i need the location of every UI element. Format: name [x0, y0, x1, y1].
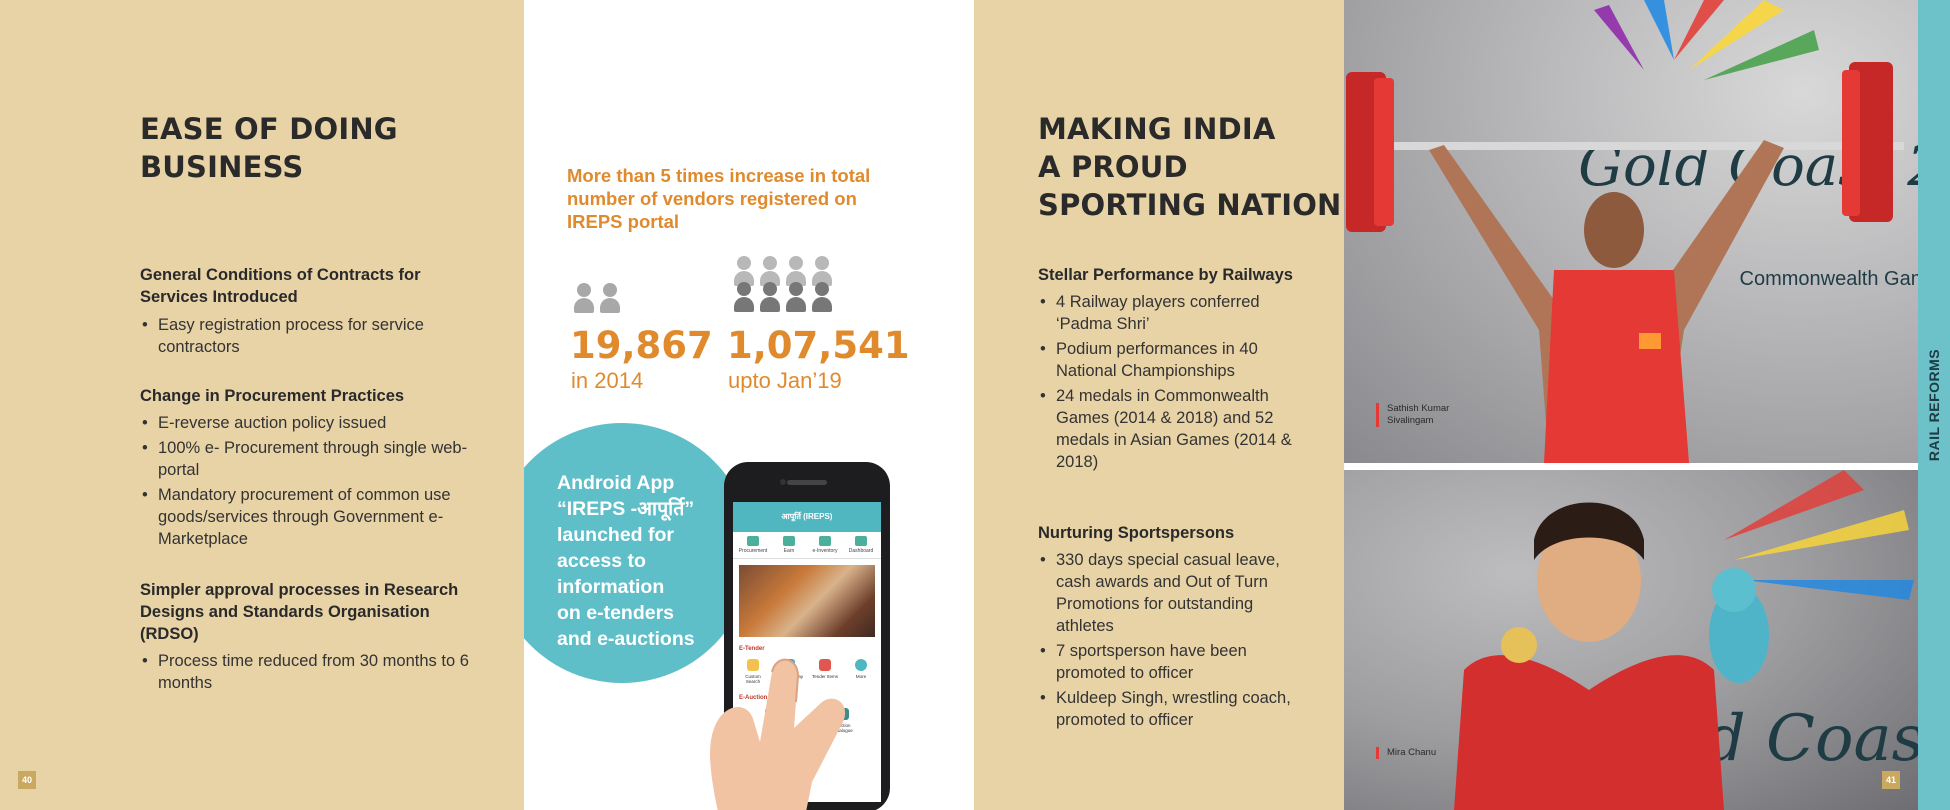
dashboard-icon	[855, 536, 867, 546]
document-icon	[819, 659, 831, 671]
inventory-icon	[819, 536, 831, 546]
app-tab: Earn	[774, 536, 804, 554]
people-group-icon	[734, 256, 844, 320]
app-tab-label: Dashboard	[848, 548, 874, 554]
bullet-item: E-reverse auction policy issued	[140, 412, 470, 434]
stat-2019-value: 1,07,541	[727, 324, 910, 367]
procurement-icon	[747, 536, 759, 546]
app-announcement-text: Android App “IREPS -आपूर्ति” launched fo…	[557, 472, 695, 650]
section-nurturing-sportspersons: Nurturing Sportspersons 330 days special…	[1038, 522, 1308, 734]
bullet-item: 24 medals in Commonwealth Games (2014 & …	[1038, 385, 1308, 473]
left-page: EASE OF DOING BUSINESS General Condition…	[0, 0, 524, 810]
right-page: MAKING INDIA A PROUD SPORTING NATION Ste…	[974, 0, 1344, 810]
page-title-ease-of-doing-business: EASE OF DOING BUSINESS	[140, 110, 398, 186]
section-title: Nurturing Sportspersons	[1038, 524, 1235, 542]
photo-column: Gold Coast 2018 Commonwealth Games Sathi…	[1344, 0, 1918, 810]
app-item: Tender Items	[810, 659, 840, 684]
weightlifter-illustration: Gold Coast 2018 Commonwealth Games	[1346, 0, 1918, 463]
hand-illustration	[710, 658, 846, 810]
app-item-label: More	[855, 674, 867, 679]
app-item: Custom Search	[738, 659, 768, 684]
heading-line: MAKING INDIA	[1038, 112, 1276, 146]
app-tab: Dashboard	[846, 536, 876, 554]
bullet-list: Easy registration process for service co…	[140, 314, 470, 358]
app-item-label: Custom Search	[745, 674, 761, 684]
backdrop-text-secondary: Commonwealth Games	[1740, 268, 1918, 290]
stat-2014-caption: in 2014	[571, 368, 644, 393]
vendor-growth-headline: More than 5 times increase in total numb…	[567, 165, 871, 232]
photo-divider	[1344, 463, 1918, 470]
heading-line: BUSINESS	[140, 150, 304, 184]
bullet-list: 330 days special casual leave, cash awar…	[1038, 549, 1308, 731]
photo-caption-sathish: Sathish Kumar Sivalingam	[1376, 403, 1449, 427]
section-title: Simpler approval processes in Research D…	[140, 581, 459, 643]
weightlifter-photo-mira: Gold Coast 2018 Mira Chanu	[1344, 470, 1918, 810]
section-rdso-approval: Simpler approval processes in Research D…	[140, 579, 470, 697]
app-tab-row: Procurement Earn e-Inventory Dashboard	[733, 532, 881, 559]
page-number: 41	[1882, 771, 1900, 789]
bullet-item: Easy registration process for service co…	[140, 314, 470, 358]
bullet-item: Process time reduced from 30 months to 6…	[140, 650, 470, 694]
bullet-item: Podium performances in 40 National Champ…	[1038, 338, 1308, 382]
app-tab: e-Inventory	[810, 536, 840, 554]
photo-caption-mira: Mira Chanu	[1376, 747, 1436, 759]
page-title-sporting-nation: MAKING INDIA A PROUD SPORTING NATION	[1038, 110, 1342, 224]
bullet-item: Mandatory procurement of common use good…	[140, 484, 470, 550]
app-item-label: Tender Items	[811, 674, 838, 679]
app-tab: Procurement	[738, 536, 768, 554]
app-tab-label: Earn	[783, 548, 795, 554]
bullet-item: 330 days special casual leave, cash awar…	[1038, 549, 1308, 637]
bullet-item: Kuldeep Singh, wrestling coach, promoted…	[1038, 687, 1308, 731]
app-announcement-circle	[524, 423, 752, 683]
stat-2019-caption: upto Jan’19	[728, 368, 842, 393]
bullet-item: 4 Railway players conferred ‘Padma Shri’	[1038, 291, 1308, 335]
section-procurement-practices: Change in Procurement Practices E-revers…	[140, 385, 470, 553]
speaker-grille	[787, 480, 827, 485]
app-item-label: Auction catalogue	[833, 723, 853, 733]
heading-line: SPORTING NATION	[1038, 188, 1342, 222]
weightlifter-photo-sathish: Gold Coast 2018 Commonwealth Games Sathi…	[1344, 0, 1918, 463]
medalist-illustration: Gold Coast 2018	[1454, 470, 1918, 810]
bullet-item: 100% e- Procurement through single web-p…	[140, 437, 470, 481]
app-title-bar: आपूर्ति (IREPS)	[733, 502, 881, 532]
camera-icon	[780, 479, 786, 485]
heading-line: EASE OF DOING	[140, 112, 398, 146]
search-icon	[747, 659, 759, 671]
app-banner-image	[739, 565, 875, 637]
app-tab-label: e-Inventory	[812, 548, 838, 554]
rail-reforms-tab-label: RAIL REFORMS	[1926, 348, 1942, 462]
heading-line: A PROUD	[1038, 150, 1188, 184]
earn-icon	[783, 536, 795, 546]
side-tab-strip	[1918, 0, 1950, 810]
bullet-list: 4 Railway players conferred ‘Padma Shri’…	[1038, 291, 1308, 473]
stat-2014-value: 19,867	[570, 324, 713, 367]
center-infographic: More than 5 times increase in total numb…	[524, 0, 974, 810]
page-number: 40	[18, 771, 36, 789]
two-people-icon	[574, 283, 630, 319]
app-section-eauction: E-Auction	[739, 695, 768, 701]
section-title: General Conditions of Contracts for Serv…	[140, 266, 421, 306]
bullet-list: Process time reduced from 30 months to 6…	[140, 650, 470, 694]
app-item: More	[846, 659, 876, 684]
section-gcc-services: General Conditions of Contracts for Serv…	[140, 264, 470, 361]
bullet-item: 7 sportsperson have been promoted to off…	[1038, 640, 1308, 684]
section-title: Change in Procurement Practices	[140, 387, 405, 405]
bullet-list: E-reverse auction policy issued 100% e- …	[140, 412, 470, 550]
section-title: Stellar Performance by Railways	[1038, 266, 1293, 284]
app-tab-label: Procurement	[738, 548, 768, 554]
section-stellar-performance: Stellar Performance by Railways 4 Railwa…	[1038, 264, 1308, 476]
more-icon	[855, 659, 867, 671]
app-section-etender: E-Tender	[739, 646, 765, 652]
